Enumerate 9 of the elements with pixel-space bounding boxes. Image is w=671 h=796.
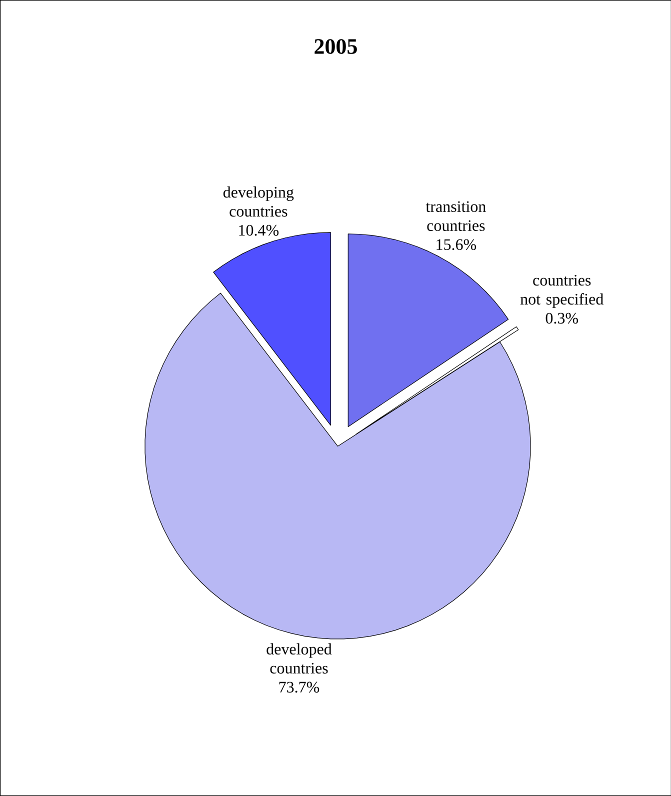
data-label: 15.6%	[436, 239, 476, 250]
slice-label: developing countries	[223, 186, 294, 217]
chart-title: 2005	[314, 39, 357, 54]
slice-label: transition countries	[426, 201, 486, 231]
slice-label: developed countries	[266, 643, 332, 674]
data-label: 73.7%	[279, 682, 319, 693]
data-label: 10.4%	[238, 224, 278, 236]
data-label: 0.3%	[546, 312, 578, 324]
slice-label: countries not specified	[520, 274, 604, 308]
